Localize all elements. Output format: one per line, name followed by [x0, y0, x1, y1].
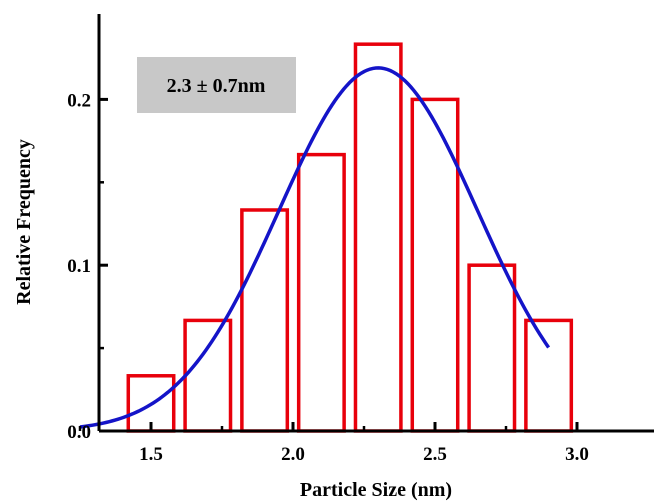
annotation-text: 2.3 ± 0.7nm	[167, 75, 266, 97]
histogram-bar	[410, 97, 460, 433]
histogram-bar	[467, 263, 517, 433]
gaussian-fit-curve	[79, 66, 551, 429]
axes	[97, 14, 654, 433]
x-tick-label: 3.0	[565, 444, 589, 465]
y-tick-label: 0.0	[67, 422, 91, 443]
x-tick-label: 2.5	[423, 444, 447, 465]
y-axis-title: Relative Frequency	[13, 139, 35, 305]
x-tick-label: 2.0	[281, 444, 305, 465]
histogram-bar	[296, 152, 346, 433]
histogram-bar	[353, 42, 403, 433]
x-ticks: 1.5 2.0 2.5 3.0	[78, 422, 589, 465]
histogram-bar	[183, 318, 233, 433]
annotation-background	[137, 57, 296, 113]
x-tick-label: 1.5	[139, 444, 163, 465]
y-tick-label: 0.1	[67, 256, 91, 277]
y-ticks: 0.0 0.1 0.2	[67, 90, 108, 443]
x-axis-title: Particle Size (nm)	[300, 479, 452, 501]
histogram-bar	[524, 318, 574, 433]
y-tick-label: 0.2	[67, 90, 91, 111]
annotation-box: 2.3 ± 0.7nm	[137, 57, 296, 113]
